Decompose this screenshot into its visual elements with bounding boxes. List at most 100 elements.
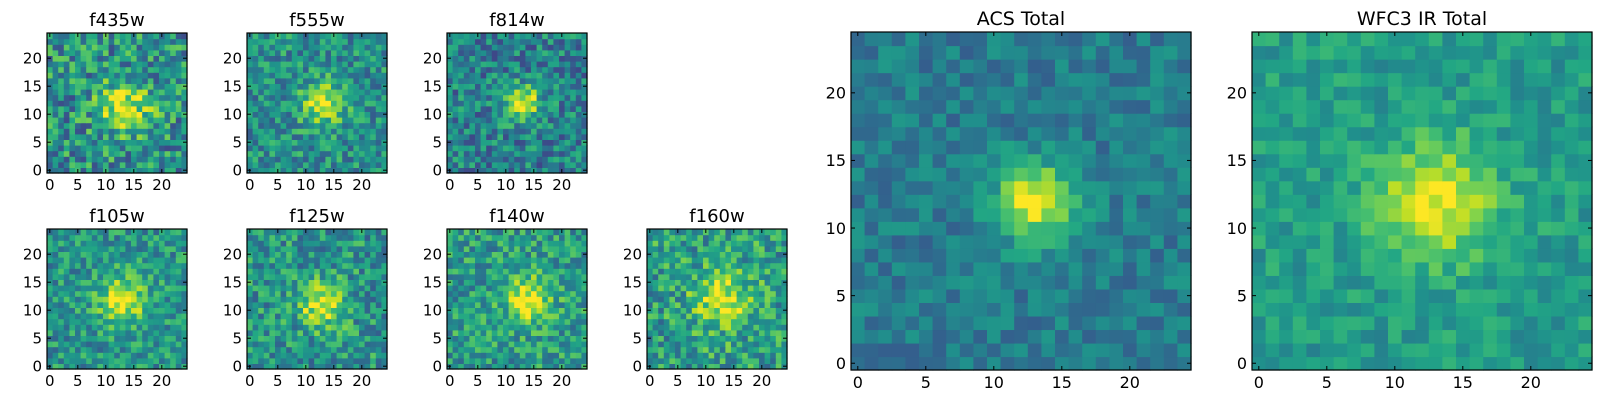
x-tick-label: 10 (1385, 373, 1405, 392)
x-tick-label: 10 (96, 176, 115, 194)
panel-title: WFC3 IR Total (1357, 8, 1487, 30)
y-tick-label: 15 (23, 274, 42, 292)
x-tick-label: 5 (673, 372, 683, 390)
y-tick-label: 0 (32, 162, 42, 180)
x-tick-label: 15 (524, 176, 543, 194)
x-tick-label: 0 (45, 372, 55, 390)
x-tick-label: 5 (473, 372, 483, 390)
x-tick-label: 0 (853, 373, 863, 392)
panel-title: f814w (489, 10, 544, 31)
axes-frame (246, 228, 388, 370)
y-tick-label: 20 (623, 246, 642, 264)
axes-frame (446, 32, 588, 174)
x-tick-label: 10 (496, 372, 515, 390)
x-tick-label: 20 (352, 176, 371, 194)
y-tick-label: 10 (23, 106, 42, 124)
y-tick-label: 5 (232, 330, 242, 348)
y-tick-label: 15 (23, 78, 42, 96)
y-tick-label: 10 (423, 302, 442, 320)
image-pixels (247, 229, 388, 370)
image-pixels (47, 229, 188, 370)
axes-frame (446, 228, 588, 370)
y-tick-label: 10 (23, 302, 42, 320)
y-tick-label: 10 (1227, 219, 1247, 238)
x-tick-label: 20 (1521, 373, 1541, 392)
x-tick-label: 20 (352, 372, 371, 390)
axes-frame (1251, 31, 1593, 371)
x-tick-label: 20 (552, 372, 571, 390)
x-tick-label: 15 (1052, 373, 1072, 392)
y-tick-label: 5 (836, 286, 846, 305)
x-tick-label: 15 (324, 372, 343, 390)
y-tick-label: 0 (232, 358, 242, 376)
x-tick-label: 10 (984, 373, 1004, 392)
y-tick-label: 20 (423, 246, 442, 264)
x-tick-label: 20 (752, 372, 771, 390)
x-tick-label: 10 (296, 176, 315, 194)
y-tick-label: 5 (632, 330, 642, 348)
y-tick-label: 20 (223, 246, 242, 264)
x-tick-label: 0 (645, 372, 655, 390)
y-tick-label: 15 (223, 274, 242, 292)
x-tick-label: 0 (445, 372, 455, 390)
x-tick-label: 0 (45, 176, 55, 194)
x-tick-label: 0 (445, 176, 455, 194)
y-tick-label: 20 (1227, 84, 1247, 103)
y-tick-label: 20 (826, 84, 846, 103)
x-tick-label: 15 (124, 372, 143, 390)
y-tick-label: 5 (32, 330, 42, 348)
image-pixels (447, 33, 588, 174)
x-tick-label: 10 (696, 372, 715, 390)
axes-frame (46, 32, 188, 174)
x-tick-label: 5 (473, 176, 483, 194)
axes-frame (646, 228, 788, 370)
x-tick-label: 10 (496, 176, 515, 194)
y-tick-label: 5 (432, 330, 442, 348)
image-pixels (1252, 32, 1593, 371)
x-tick-label: 10 (296, 372, 315, 390)
y-tick-label: 10 (826, 219, 846, 238)
y-tick-label: 15 (223, 78, 242, 96)
panel-title: f160w (689, 206, 744, 227)
x-tick-label: 5 (273, 372, 283, 390)
y-tick-label: 10 (223, 106, 242, 124)
x-tick-label: 15 (324, 176, 343, 194)
y-tick-label: 10 (623, 302, 642, 320)
y-tick-label: 20 (23, 50, 42, 68)
y-tick-label: 5 (1237, 286, 1247, 305)
x-tick-label: 20 (152, 176, 171, 194)
image-pixels (47, 33, 188, 174)
axes-frame (46, 228, 188, 370)
image-pixels (647, 229, 788, 370)
y-tick-label: 10 (223, 302, 242, 320)
y-tick-label: 15 (1227, 151, 1247, 170)
y-tick-label: 0 (432, 162, 442, 180)
y-tick-label: 0 (32, 358, 42, 376)
x-tick-label: 20 (1120, 373, 1140, 392)
panel-title: f435w (89, 10, 144, 31)
y-tick-label: 20 (223, 50, 242, 68)
y-tick-label: 5 (232, 134, 242, 152)
x-tick-label: 0 (1254, 373, 1264, 392)
x-tick-label: 0 (245, 176, 255, 194)
panel-title: f125w (289, 206, 344, 227)
axes-frame (850, 31, 1192, 371)
axes-frame (246, 32, 388, 174)
panel-title: ACS Total (977, 8, 1065, 30)
y-tick-label: 0 (232, 162, 242, 180)
panel-title: f140w (489, 206, 544, 227)
panel-title: f555w (289, 10, 344, 31)
y-tick-label: 15 (423, 274, 442, 292)
y-tick-label: 5 (32, 134, 42, 152)
x-tick-label: 15 (524, 372, 543, 390)
x-tick-label: 15 (724, 372, 743, 390)
x-tick-label: 5 (921, 373, 931, 392)
y-tick-label: 15 (423, 78, 442, 96)
panel-title: f105w (89, 206, 144, 227)
